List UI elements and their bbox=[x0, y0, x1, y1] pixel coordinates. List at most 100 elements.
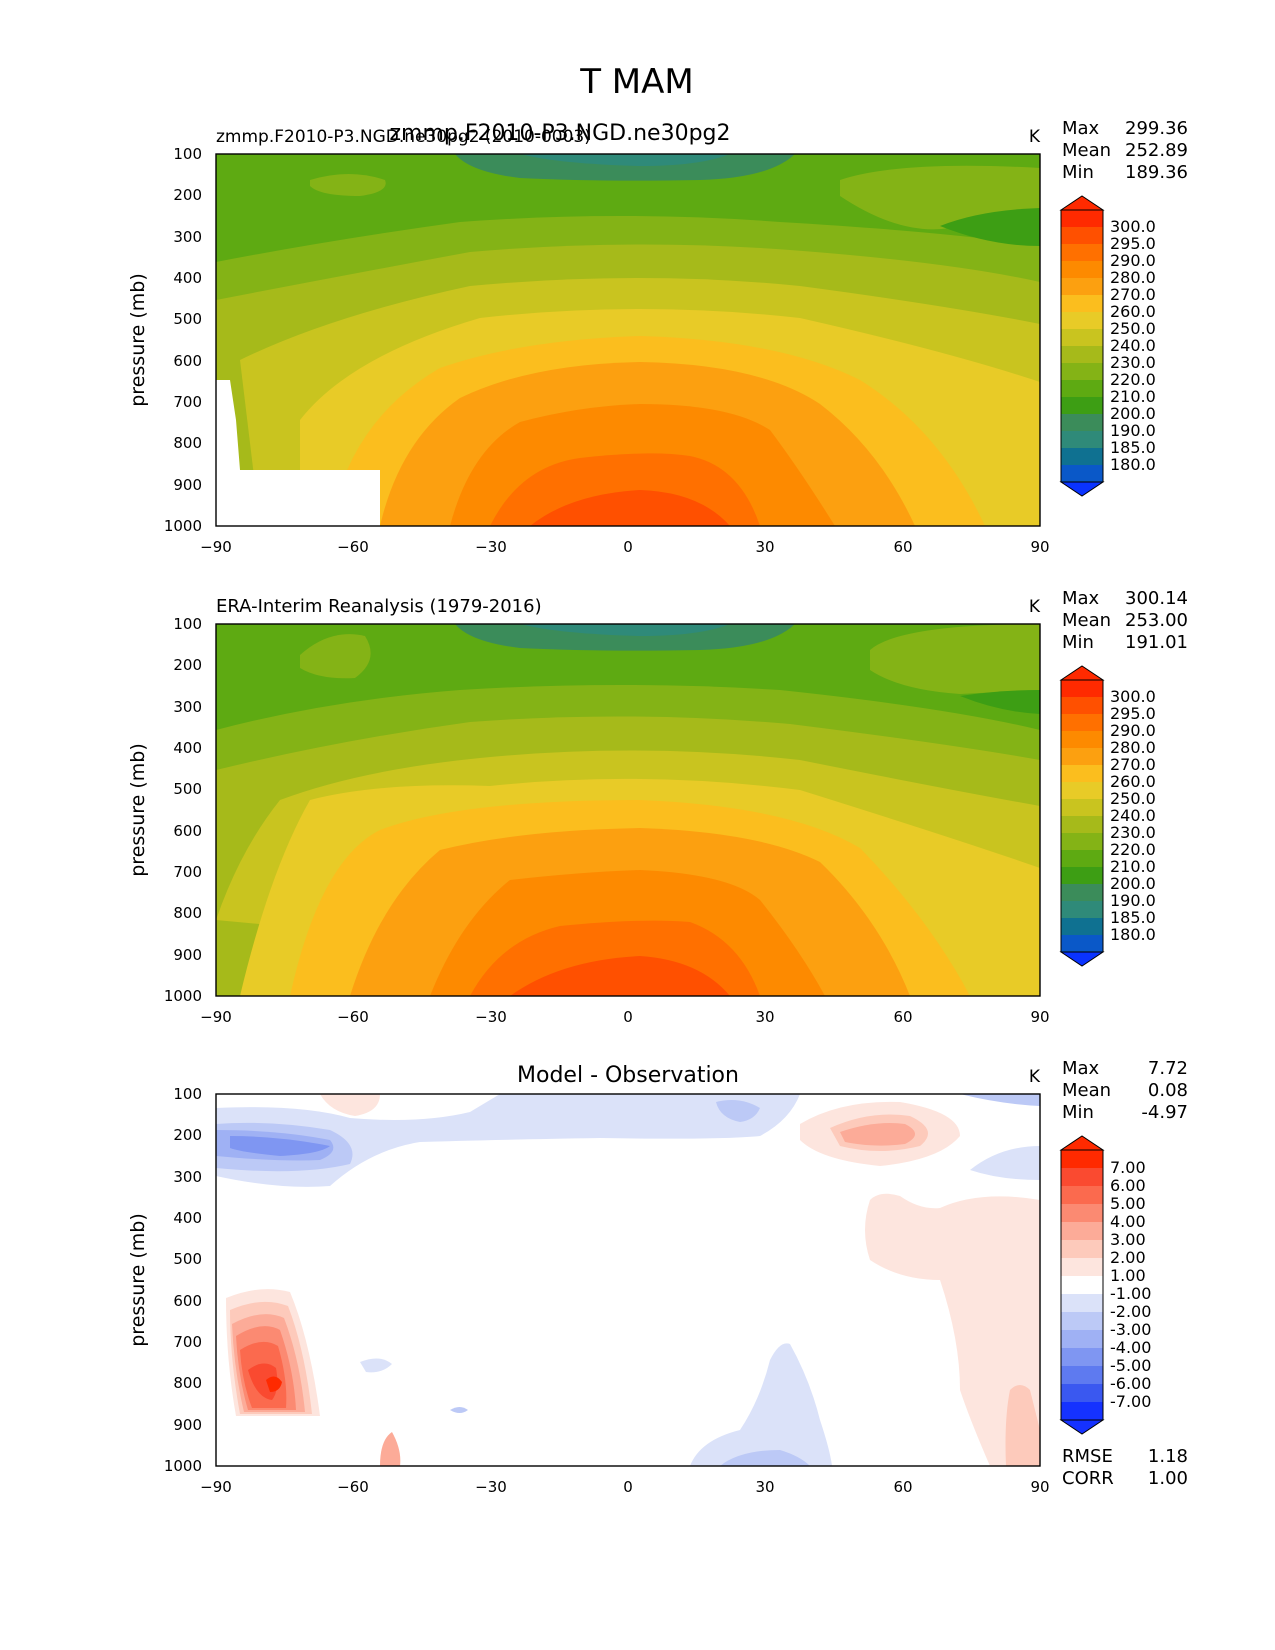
obs-cbar-label: 250.0 bbox=[1110, 789, 1156, 808]
diff-ytick: 100 bbox=[173, 1085, 202, 1103]
diff-stat-min-label: Min bbox=[1062, 1102, 1094, 1123]
model-cbar-label: 270.0 bbox=[1110, 285, 1156, 304]
obs-contour-field bbox=[216, 624, 1040, 996]
model-cbar-label: 190.0 bbox=[1110, 421, 1156, 440]
obs-xtick: −30 bbox=[475, 1008, 507, 1026]
diff-xtick: −30 bbox=[475, 1478, 507, 1496]
model-axes-frame bbox=[215, 153, 1041, 527]
obs-colorbar-band bbox=[1061, 850, 1103, 867]
diff-axes-frame bbox=[215, 1093, 1041, 1467]
obs-colorbar-band bbox=[1061, 901, 1103, 918]
obs-cbar-label: 280.0 bbox=[1110, 738, 1156, 757]
diff-cbar-label: 4.00 bbox=[1110, 1212, 1146, 1231]
obs-y-ticks: 100 200 300 400 500 600 700 800 900 1000 bbox=[164, 615, 202, 1005]
obs-cbar-label: 220.0 bbox=[1110, 840, 1156, 859]
diff-stat-rmse-label: RMSE bbox=[1062, 1446, 1113, 1467]
model-colorbar-band bbox=[1061, 295, 1103, 312]
obs-band-190 bbox=[520, 624, 730, 636]
model-colorbar-band bbox=[1061, 431, 1103, 448]
diff-colorbar-band bbox=[1061, 1204, 1103, 1222]
diff-cbar-label: 3.00 bbox=[1110, 1230, 1146, 1249]
model-stat-max-label: Max bbox=[1062, 118, 1100, 139]
diff-cbar-label: 1.00 bbox=[1110, 1266, 1146, 1285]
obs-stat-mean: 253.00 bbox=[1125, 610, 1188, 631]
model-cbar-label: 290.0 bbox=[1110, 251, 1156, 270]
diff-colorbar: 7.00 6.00 5.00 4.00 3.00 2.00 1.00 -1.00… bbox=[1059, 1135, 1151, 1435]
model-units: K bbox=[1029, 127, 1041, 147]
obs-xtick: −60 bbox=[337, 1008, 369, 1026]
obs-ylabel: pressure (mb) bbox=[127, 743, 149, 877]
obs-ytick: 700 bbox=[173, 863, 202, 881]
obs-xtick: 30 bbox=[755, 1008, 774, 1026]
model-band-190 bbox=[520, 154, 730, 166]
obs-cbar-label: 185.0 bbox=[1110, 908, 1156, 927]
model-colorbar-outline bbox=[1060, 209, 1104, 483]
diff-neg-top-right bbox=[960, 1094, 1040, 1106]
obs-band-210-right-wedge bbox=[960, 690, 1040, 714]
model-xtick: 90 bbox=[1030, 538, 1049, 556]
obs-cbar-label: 260.0 bbox=[1110, 772, 1156, 791]
model-xtick: −60 bbox=[337, 538, 369, 556]
obs-stat-max-label: Max bbox=[1062, 588, 1100, 609]
diff-center-title: Model - Observation bbox=[517, 1063, 739, 1088]
obs-colorbar-band bbox=[1061, 833, 1103, 850]
model-xtick: 30 bbox=[755, 538, 774, 556]
obs-colorbar-band bbox=[1061, 884, 1103, 901]
obs-ytick: 300 bbox=[173, 698, 202, 716]
model-stat-mean-label: Mean bbox=[1062, 140, 1111, 161]
obs-colorbar-band bbox=[1061, 731, 1103, 748]
obs-x-ticks: −90 −60 −30 0 30 60 90 bbox=[200, 1008, 1049, 1026]
obs-cbar-label: 300.0 bbox=[1110, 687, 1156, 706]
diff-cbar-label: -7.00 bbox=[1110, 1392, 1151, 1411]
obs-stat-min: 191.01 bbox=[1125, 632, 1188, 653]
model-cbar-label: 280.0 bbox=[1110, 268, 1156, 287]
diff-colorbar-band bbox=[1061, 1348, 1103, 1366]
model-cbar-label: 295.0 bbox=[1110, 234, 1156, 253]
model-colorbar-bottom-cap bbox=[1059, 481, 1105, 497]
diff-cbar-label: -2.00 bbox=[1110, 1302, 1151, 1321]
obs-ytick: 1000 bbox=[164, 987, 202, 1005]
model-cbar-label: 230.0 bbox=[1110, 353, 1156, 372]
diff-ytick: 800 bbox=[173, 1374, 202, 1392]
diff-stat-max-label: Max bbox=[1062, 1058, 1100, 1079]
obs-ytick: 600 bbox=[173, 822, 202, 840]
diff-stat-max: 7.72 bbox=[1148, 1058, 1188, 1079]
obs-stat-max: 300.14 bbox=[1125, 588, 1188, 609]
model-xtick: 0 bbox=[623, 538, 633, 556]
obs-colorbar-band bbox=[1061, 697, 1103, 714]
panel-model: zmmp.F2010-P3.NGD.ne30pg2 (2010-0003) zm… bbox=[127, 118, 1188, 556]
diff-ytick: 700 bbox=[173, 1333, 202, 1351]
model-y-ticks: 100 200 300 400 500 600 700 800 900 1000 bbox=[164, 145, 202, 535]
obs-colorbar-band bbox=[1061, 714, 1103, 731]
diff-stat-corr-label: CORR bbox=[1062, 1468, 1114, 1489]
obs-ytick: 800 bbox=[173, 904, 202, 922]
diff-ytick: 300 bbox=[173, 1168, 202, 1186]
diff-colorbar-band bbox=[1061, 1240, 1103, 1258]
diff-colorbar-band bbox=[1061, 1168, 1103, 1186]
obs-units: K bbox=[1029, 597, 1041, 617]
diff-pos7-sw bbox=[266, 1376, 282, 1392]
diff-neg-right-pocket bbox=[970, 1146, 1040, 1180]
diff-neg-small-2 bbox=[450, 1407, 468, 1413]
model-cbar-label: 220.0 bbox=[1110, 370, 1156, 389]
diff-colorbar-band bbox=[1061, 1384, 1103, 1402]
model-cbar-label: 210.0 bbox=[1110, 387, 1156, 406]
obs-xtick: 0 bbox=[623, 1008, 633, 1026]
model-band-200 bbox=[455, 154, 795, 181]
diff-x-ticks: −90 −60 −30 0 30 60 90 bbox=[200, 1478, 1049, 1496]
model-ytick: 300 bbox=[173, 228, 202, 246]
obs-band-220-pocket bbox=[300, 634, 371, 679]
model-colorbar-band bbox=[1061, 278, 1103, 295]
diff-ytick: 600 bbox=[173, 1292, 202, 1310]
model-ytick: 600 bbox=[173, 352, 202, 370]
model-band-295 bbox=[530, 490, 730, 526]
model-cbar-label: 200.0 bbox=[1110, 404, 1156, 423]
model-xtick: 60 bbox=[893, 538, 912, 556]
obs-axes-frame bbox=[215, 623, 1041, 997]
diff-stat-mean: 0.08 bbox=[1148, 1080, 1188, 1101]
model-colorbar-band bbox=[1061, 346, 1103, 363]
diff-colorbar-band bbox=[1061, 1186, 1103, 1204]
diff-cbar-label: 6.00 bbox=[1110, 1176, 1146, 1195]
model-ytick: 900 bbox=[173, 476, 202, 494]
obs-colorbar-band bbox=[1061, 935, 1103, 952]
